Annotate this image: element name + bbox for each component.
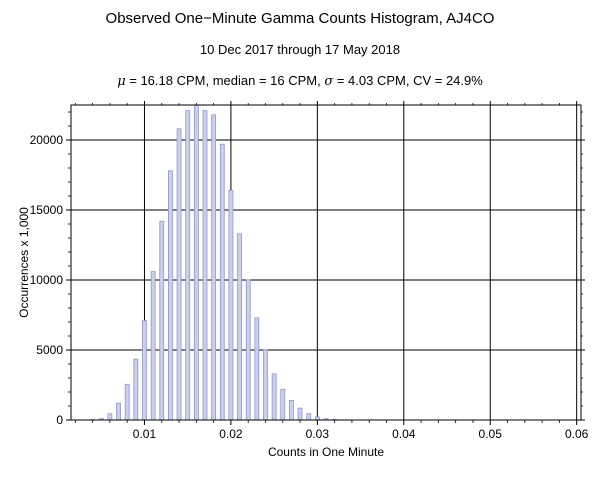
chart-title: Observed One−Minute Gamma Counts Histogr…: [105, 10, 495, 27]
y-tick-label: 0: [56, 413, 63, 427]
histogram-bar: [245, 279, 251, 421]
sigma-symbol: σ: [324, 74, 334, 89]
histogram-bar: [193, 104, 199, 421]
tick-labels: 0.01 0.02 0.03 0.04 0.05 0.06 0 5000 10000 15000 2…: [30, 133, 589, 441]
axis-ticks: [66, 101, 585, 425]
plot-frame: [70, 104, 582, 421]
x-tick-label: 0.03: [306, 427, 330, 441]
y-tick-label: 5000: [36, 343, 63, 357]
x-tick-label: 0.02: [219, 427, 243, 441]
histogram-bar: [116, 402, 121, 421]
histogram-bar: [280, 388, 286, 421]
x-axis-label: Counts in One Minute: [268, 445, 384, 459]
x-tick-label: 0.04: [392, 427, 416, 441]
histogram-bar: [228, 189, 234, 421]
histogram-bar: [289, 399, 294, 421]
x-tick-label: 0.06: [565, 427, 589, 441]
x-tick-label: 0.05: [479, 427, 503, 441]
histogram-bar: [176, 128, 182, 421]
histogram-bar: [107, 413, 113, 421]
histogram-bar: [159, 220, 165, 421]
chart-stats-line: μ = 16.18 CPM, median = 16 CPM, σ = 4.03…: [0, 73, 600, 89]
histogram-bar: [142, 320, 147, 421]
mean-median-text: = 16.18 CPM, median = 16 CPM,: [125, 73, 325, 88]
y-axis-label: Occurrences x 1,000: [17, 207, 31, 318]
histogram-bar: [202, 110, 208, 421]
sigma-cv-text: = 4.03 CPM, CV = 24.9%: [333, 73, 483, 88]
histogram-bar: [168, 170, 173, 421]
y-tick-label: 10000: [30, 273, 64, 287]
mu-symbol: μ: [117, 74, 126, 89]
histogram-bar: [150, 271, 156, 421]
histogram-bar: [297, 407, 303, 421]
y-tick-label: 15000: [30, 203, 64, 217]
histogram-bars: [90, 104, 338, 421]
histogram-bar: [237, 233, 242, 421]
histogram-bar: [254, 317, 260, 421]
histogram-bar: [124, 383, 130, 421]
histogram-bar: [263, 349, 268, 421]
y-tick-label: 20000: [30, 133, 64, 147]
histogram-bar: [185, 110, 191, 421]
histogram-bar: [219, 143, 225, 421]
histogram-bar: [133, 358, 139, 421]
grid: [71, 105, 581, 420]
chart-subtitle: 10 Dec 2017 through 17 May 2018: [199, 42, 401, 57]
histogram-bar: [306, 413, 312, 421]
histogram-bar: [271, 373, 277, 421]
x-tick-label: 0.01: [133, 427, 157, 441]
histogram-bar: [211, 114, 217, 421]
